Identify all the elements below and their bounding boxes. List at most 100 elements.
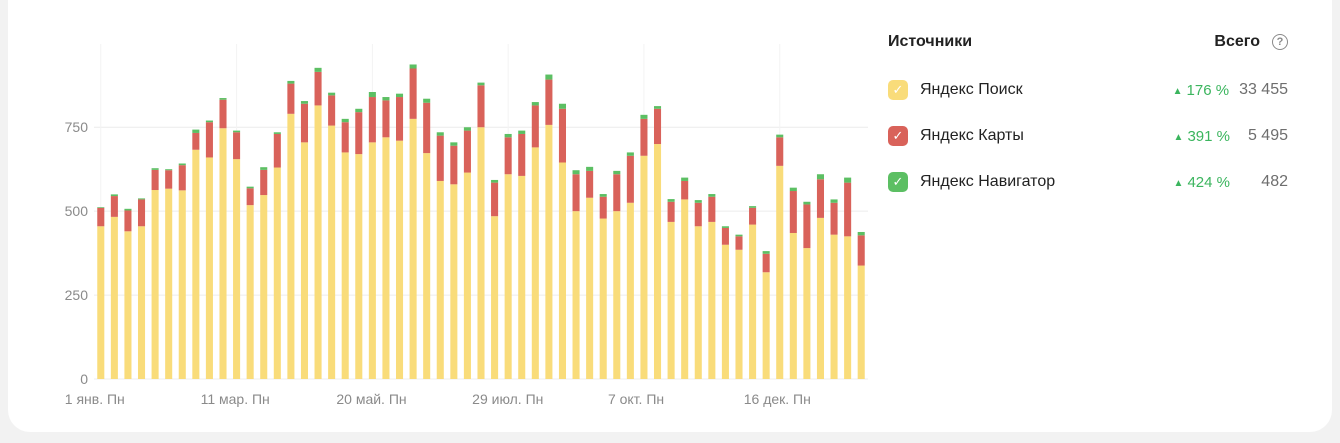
bar-stack[interactable] — [178, 163, 186, 379]
bar-stack[interactable] — [110, 194, 118, 379]
bar-segment — [287, 80, 295, 84]
bar-stack[interactable] — [423, 98, 431, 379]
bar-segment — [613, 170, 621, 175]
x-tick-label: 7 окт. Пн — [608, 391, 664, 407]
bar-stack[interactable] — [463, 127, 471, 379]
legend-item-yandex-maps[interactable]: ✓ Яндекс Карты ▲ 391 % 5 495 — [888, 124, 1288, 148]
bar-stack[interactable] — [192, 129, 200, 379]
bar-stack[interactable] — [857, 231, 865, 379]
bar-stack[interactable] — [518, 130, 526, 379]
bar-stack[interactable] — [694, 200, 702, 379]
bar-segment — [192, 149, 200, 379]
bar-segment — [477, 127, 485, 379]
legend-item-label: Яндекс Поиск — [920, 81, 1023, 98]
bar-stack[interactable] — [749, 206, 757, 379]
bar-stack[interactable] — [762, 251, 770, 379]
bar-segment — [287, 113, 295, 379]
bar-segment — [395, 140, 404, 379]
checkbox-checked-icon[interactable]: ✓ — [888, 126, 908, 146]
bar-stack[interactable] — [681, 177, 689, 379]
bar-stack[interactable] — [260, 167, 268, 379]
bar-segment — [749, 207, 757, 225]
bar-stack[interactable] — [395, 93, 404, 379]
bar-segment — [667, 201, 675, 222]
bar-stack[interactable] — [803, 201, 811, 379]
bar-stack[interactable] — [491, 179, 499, 379]
bar-stack[interactable] — [558, 103, 567, 379]
bar-stack[interactable] — [450, 142, 458, 379]
bar-stack[interactable] — [776, 134, 784, 379]
bar-stack[interactable] — [531, 102, 539, 379]
bar-stack[interactable] — [613, 170, 621, 379]
bar-segment — [341, 118, 349, 123]
bar-stack[interactable] — [599, 194, 607, 379]
bar-stack[interactable] — [844, 177, 852, 379]
bar-stack[interactable] — [572, 170, 580, 379]
bar-stack[interactable] — [328, 92, 336, 379]
bar-segment — [409, 68, 417, 119]
bar-stack[interactable] — [708, 194, 716, 379]
bar-segment — [626, 152, 634, 156]
bar-stack[interactable] — [830, 199, 838, 379]
bar-stack[interactable] — [436, 132, 444, 379]
bar-stack[interactable] — [355, 108, 363, 379]
checkbox-checked-icon[interactable]: ✓ — [888, 80, 908, 100]
bar-stack[interactable] — [504, 133, 512, 379]
bar-stack[interactable] — [341, 118, 349, 379]
bar-segment — [749, 206, 757, 208]
bar-stack[interactable] — [124, 208, 132, 379]
bar-stack[interactable] — [586, 166, 594, 379]
bar-segment — [816, 174, 825, 180]
bar-stack[interactable] — [735, 234, 743, 379]
bar-stack[interactable] — [382, 97, 390, 379]
bar-segment — [640, 114, 648, 119]
bar-stack[interactable] — [721, 226, 729, 379]
bar-stack[interactable] — [653, 106, 662, 379]
bar-segment — [341, 152, 349, 379]
checkbox-checked-icon[interactable]: ✓ — [888, 172, 908, 192]
legend-item-yandex-search[interactable]: ✓ Яндекс Поиск ▲ 176 % 33 455 — [888, 78, 1288, 102]
bar-segment — [246, 186, 254, 189]
bar-stack[interactable] — [287, 80, 295, 379]
bar-segment — [844, 236, 852, 379]
bar-stack[interactable] — [789, 187, 797, 379]
bar-stack[interactable] — [477, 82, 485, 379]
bar-segment — [816, 179, 825, 218]
bar-stack[interactable] — [205, 120, 213, 379]
bar-segment — [382, 137, 390, 379]
bar-segment — [151, 169, 159, 191]
bar-stack[interactable] — [409, 64, 417, 379]
bar-stack[interactable] — [368, 92, 376, 379]
bar-stack[interactable] — [545, 74, 553, 380]
bar-stack[interactable] — [300, 101, 309, 379]
bar-stack[interactable] — [667, 199, 675, 379]
bar-stack[interactable] — [626, 152, 634, 379]
bar-stack[interactable] — [314, 67, 322, 379]
bar-stack[interactable] — [640, 114, 648, 379]
bar-stack[interactable] — [219, 98, 227, 379]
bar-segment — [151, 168, 159, 170]
bar-stack[interactable] — [151, 168, 159, 379]
bar-stack[interactable] — [137, 198, 146, 379]
bar-segment — [300, 101, 309, 104]
bar-segment — [395, 93, 404, 98]
legend-item-yandex-navigator[interactable]: ✓ Яндекс Навигатор ▲ 424 % 482 — [888, 170, 1288, 194]
growth-badge: ▲ 424 % — [1174, 174, 1230, 191]
bar-segment — [165, 170, 173, 189]
bar-stack[interactable] — [246, 186, 254, 379]
growth-badge: ▲ 391 % — [1174, 128, 1230, 145]
bar-stack[interactable] — [97, 207, 105, 379]
bar-stack[interactable] — [273, 132, 281, 379]
arrow-up-icon: ▲ — [1173, 131, 1184, 143]
bar-segment — [137, 199, 146, 227]
bar-segment — [545, 74, 553, 80]
bar-segment — [531, 105, 539, 148]
bar-segment — [409, 64, 417, 69]
bar-stack[interactable] — [165, 169, 173, 379]
help-icon[interactable]: ? — [1272, 34, 1288, 50]
bar-segment — [260, 195, 268, 379]
bar-segment — [328, 125, 336, 379]
bar-stack[interactable] — [816, 174, 825, 379]
bar-segment — [735, 234, 743, 237]
bar-stack[interactable] — [233, 130, 241, 379]
